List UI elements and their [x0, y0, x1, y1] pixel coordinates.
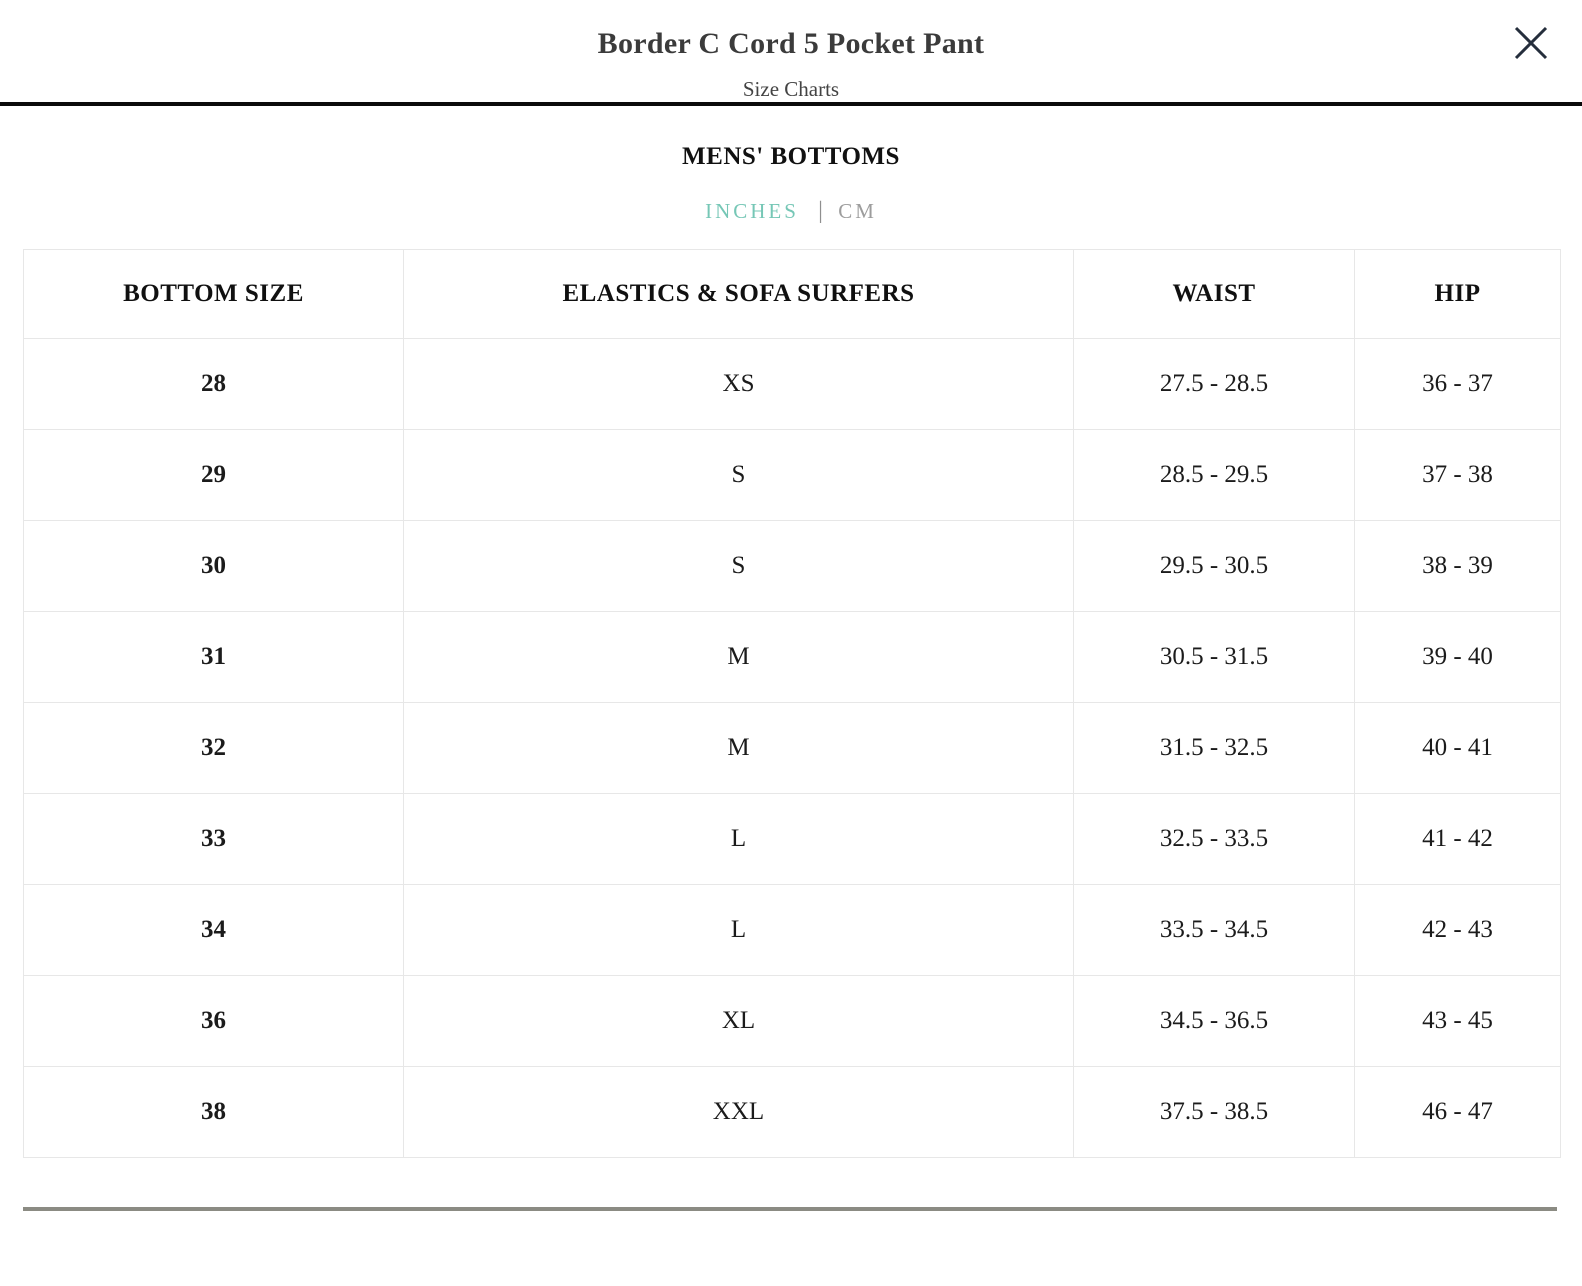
- cell-hip: 36 - 37: [1354, 338, 1561, 430]
- close-button[interactable]: [1510, 22, 1552, 64]
- cell-waist: 31.5 - 32.5: [1073, 702, 1355, 794]
- cell-waist: 32.5 - 33.5: [1073, 793, 1355, 885]
- unit-separator: |: [818, 198, 823, 224]
- table-row: 33 L 32.5 - 33.5 41 - 42: [23, 793, 1561, 885]
- table-row: 31 M 30.5 - 31.5 39 - 40: [23, 611, 1561, 703]
- cell-waist: 30.5 - 31.5: [1073, 611, 1355, 703]
- cell-elastics-sofa-surfers: L: [403, 793, 1074, 885]
- section-heading: MENS' BOTTOMS: [682, 143, 900, 170]
- header-waist: WAIST: [1073, 249, 1355, 339]
- cell-bottom-size: 38: [23, 1066, 404, 1158]
- cell-elastics-sofa-surfers: S: [403, 520, 1074, 612]
- modal-header: Border C Cord 5 Pocket Pant Size Charts: [0, 0, 1582, 106]
- cell-bottom-size: 30: [23, 520, 404, 612]
- cell-hip: 37 - 38: [1354, 429, 1561, 521]
- cell-waist: 28.5 - 29.5: [1073, 429, 1355, 521]
- size-table: BOTTOM SIZE ELASTICS & SOFA SURFERS WAIS…: [23, 249, 1561, 1158]
- unit-inches-button[interactable]: INCHES: [705, 199, 799, 223]
- cell-hip: 46 - 47: [1354, 1066, 1561, 1158]
- cell-hip: 42 - 43: [1354, 884, 1561, 976]
- cell-elastics-sofa-surfers: XS: [403, 338, 1074, 430]
- cell-waist: 29.5 - 30.5: [1073, 520, 1355, 612]
- cell-waist: 33.5 - 34.5: [1073, 884, 1355, 976]
- cell-elastics-sofa-surfers: M: [403, 611, 1074, 703]
- cell-bottom-size: 31: [23, 611, 404, 703]
- header-elastics-sofa-surfers: ELASTICS & SOFA SURFERS: [403, 249, 1074, 339]
- cell-bottom-size: 36: [23, 975, 404, 1067]
- header-bottom-size: BOTTOM SIZE: [23, 249, 404, 339]
- table-header-row: BOTTOM SIZE ELASTICS & SOFA SURFERS WAIS…: [23, 249, 1561, 339]
- cell-hip: 40 - 41: [1354, 702, 1561, 794]
- header-hip: HIP: [1354, 249, 1561, 339]
- size-table-container: BOTTOM SIZE ELASTICS & SOFA SURFERS WAIS…: [23, 249, 1561, 1158]
- cell-elastics-sofa-surfers: S: [403, 429, 1074, 521]
- cell-hip: 43 - 45: [1354, 975, 1561, 1067]
- footer-divider: [23, 1207, 1557, 1211]
- cell-bottom-size: 34: [23, 884, 404, 976]
- cell-bottom-size: 29: [23, 429, 404, 521]
- table-row: 32 M 31.5 - 32.5 40 - 41: [23, 702, 1561, 794]
- cell-waist: 27.5 - 28.5: [1073, 338, 1355, 430]
- cell-bottom-size: 32: [23, 702, 404, 794]
- cell-elastics-sofa-surfers: XXL: [403, 1066, 1074, 1158]
- unit-toggle: INCHES | CM: [0, 198, 1582, 225]
- table-row: 38 XXL 37.5 - 38.5 46 - 47: [23, 1066, 1561, 1158]
- cell-elastics-sofa-surfers: L: [403, 884, 1074, 976]
- table-row: 34 L 33.5 - 34.5 42 - 43: [23, 884, 1561, 976]
- cell-elastics-sofa-surfers: M: [403, 702, 1074, 794]
- cell-bottom-size: 33: [23, 793, 404, 885]
- table-row: 30 S 29.5 - 30.5 38 - 39: [23, 520, 1561, 612]
- size-table-body: 28 XS 27.5 - 28.5 36 - 37 29 S 28.5 - 29.5 37 -…: [23, 338, 1561, 1158]
- cell-waist: 37.5 - 38.5: [1073, 1066, 1355, 1158]
- cell-waist: 34.5 - 36.5: [1073, 975, 1355, 1067]
- cell-elastics-sofa-surfers: XL: [403, 975, 1074, 1067]
- page-title: Border C Cord 5 Pocket Pant: [597, 27, 985, 60]
- cell-hip: 39 - 40: [1354, 611, 1561, 703]
- page-subtitle: Size Charts: [742, 77, 840, 101]
- table-row: 29 S 28.5 - 29.5 37 - 38: [23, 429, 1561, 521]
- cell-hip: 41 - 42: [1354, 793, 1561, 885]
- close-icon: [1512, 26, 1550, 65]
- cell-hip: 38 - 39: [1354, 520, 1561, 612]
- table-row: 36 XL 34.5 - 36.5 43 - 45: [23, 975, 1561, 1067]
- table-row: 28 XS 27.5 - 28.5 36 - 37: [23, 338, 1561, 430]
- unit-cm-button[interactable]: CM: [838, 199, 877, 223]
- cell-bottom-size: 28: [23, 338, 404, 430]
